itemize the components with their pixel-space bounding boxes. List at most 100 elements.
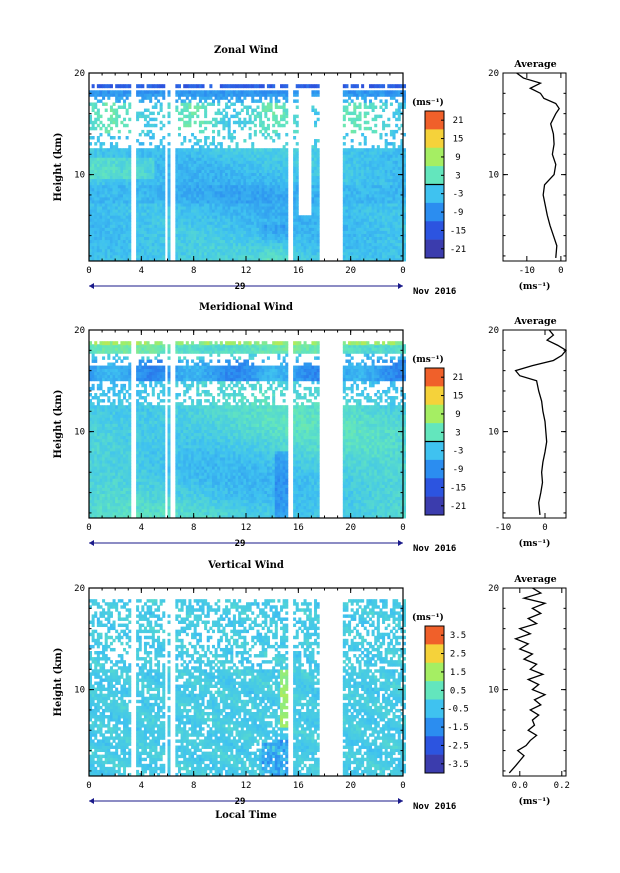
heatmap-cell: [193, 151, 197, 155]
heatmap-cell: [259, 84, 263, 89]
heatmap-cell: [240, 157, 244, 161]
heatmap-cell: [196, 160, 200, 164]
heatmap-cell: [374, 236, 378, 241]
heatmap-cell: [293, 120, 297, 125]
heatmap-cell: [222, 257, 226, 262]
heatmap-cell: [314, 239, 318, 244]
heatmap-cell: [175, 178, 179, 183]
heatmap-cell: [107, 218, 111, 222]
heatmap-cell: [277, 215, 281, 219]
heatmap-cell: [185, 102, 189, 106]
heatmap-cell: [266, 151, 270, 155]
heatmap-cell: [266, 157, 270, 161]
heatmap-cell: [387, 123, 391, 128]
heatmap-cell: [185, 254, 189, 259]
heatmap-cell: [99, 178, 103, 183]
heatmap-cell: [350, 90, 354, 94]
heatmap-cell: [261, 160, 265, 164]
heatmap-cell: [345, 184, 349, 189]
heatmap-cell: [306, 84, 310, 89]
heatmap-cell: [280, 90, 284, 94]
heatmap-cell: [222, 166, 226, 170]
heatmap-cell: [403, 154, 407, 158]
heatmap-cell: [282, 190, 286, 195]
heatmap-cell: [117, 193, 121, 198]
heatmap-cell: [295, 227, 299, 231]
heatmap-cell: [253, 190, 257, 195]
heatmap-cell: [209, 230, 213, 234]
heatmap-cell: [94, 227, 98, 231]
heatmap-cell: [219, 169, 223, 173]
heatmap-cell: [104, 230, 108, 234]
heatmap-cell: [154, 151, 158, 155]
heatmap-cell: [389, 230, 393, 234]
heatmap-cell: [316, 93, 320, 97]
heatmap-cell: [274, 105, 278, 109]
heatmap-cell: [353, 129, 357, 134]
heatmap-cell: [277, 254, 281, 259]
heatmap-cell: [94, 178, 98, 183]
heatmap-cell: [128, 102, 132, 106]
heatmap-cell: [99, 90, 103, 94]
heatmap-cell: [361, 132, 365, 137]
heatmap-cell: [188, 187, 192, 192]
heatmap-cell: [102, 142, 106, 146]
heatmap-cell: [159, 181, 163, 186]
heatmap-cell: [222, 200, 226, 204]
heatmap-cell: [188, 221, 192, 225]
heatmap-cell: [387, 154, 391, 158]
heatmap-cell: [282, 187, 286, 192]
heatmap-cell: [141, 200, 145, 204]
heatmap-cell: [230, 187, 234, 192]
heatmap-cell: [240, 196, 244, 201]
heatmap-cell: [94, 441, 98, 446]
heatmap-cell: [382, 227, 386, 231]
heatmap-cell: [227, 200, 231, 204]
heatmap-cell: [96, 114, 100, 119]
heatmap-cell: [366, 175, 370, 180]
heatmap-cell: [204, 221, 208, 225]
heatmap-cell: [123, 187, 127, 192]
heatmap-cell: [112, 175, 116, 180]
heatmap-cell: [91, 453, 95, 458]
heatmap-cell: [146, 230, 150, 234]
heatmap-cell: [261, 181, 265, 186]
heatmap-cell: [138, 221, 142, 225]
heatmap-cell: [256, 215, 260, 219]
heatmap-cell: [316, 175, 320, 180]
heatmap-cell: [183, 154, 187, 158]
heatmap-cell: [266, 108, 270, 113]
heatmap-cell: [191, 215, 195, 219]
heatmap-cell: [117, 151, 121, 155]
heatmap-cell: [180, 160, 184, 164]
heatmap-cell: [136, 163, 140, 167]
heatmap-cell: [198, 233, 202, 238]
heatmap-cell: [117, 236, 121, 241]
colorbar-segment: [425, 129, 444, 149]
heatmap-cell: [376, 233, 380, 238]
heatmap-cell: [191, 227, 195, 231]
heatmap-cell: [219, 254, 223, 259]
heatmap-cell: [112, 172, 116, 177]
heatmap-cell: [117, 157, 121, 161]
heatmap-cell: [350, 239, 354, 244]
heatmap-cell: [285, 203, 289, 207]
heatmap-cell: [389, 178, 393, 183]
heatmap-cell: [403, 169, 407, 173]
heatmap-cell: [355, 239, 359, 244]
heatmap-cell: [217, 236, 221, 241]
heatmap-cell: [217, 129, 221, 134]
heatmap-cell: [128, 90, 132, 94]
heatmap-cell: [230, 233, 234, 238]
heatmap-cell: [211, 175, 215, 180]
heatmap-cell: [355, 190, 359, 195]
heatmap-cell: [251, 236, 255, 241]
heatmap-cell: [274, 209, 278, 213]
heatmap-cell: [311, 172, 315, 177]
heatmap-cell: [238, 196, 242, 201]
heatmap-cell: [274, 102, 278, 106]
heatmap-cell: [243, 184, 247, 189]
heatmap-cell: [353, 227, 357, 231]
heatmap-cell: [259, 120, 263, 125]
heatmap-cell: [345, 169, 349, 173]
